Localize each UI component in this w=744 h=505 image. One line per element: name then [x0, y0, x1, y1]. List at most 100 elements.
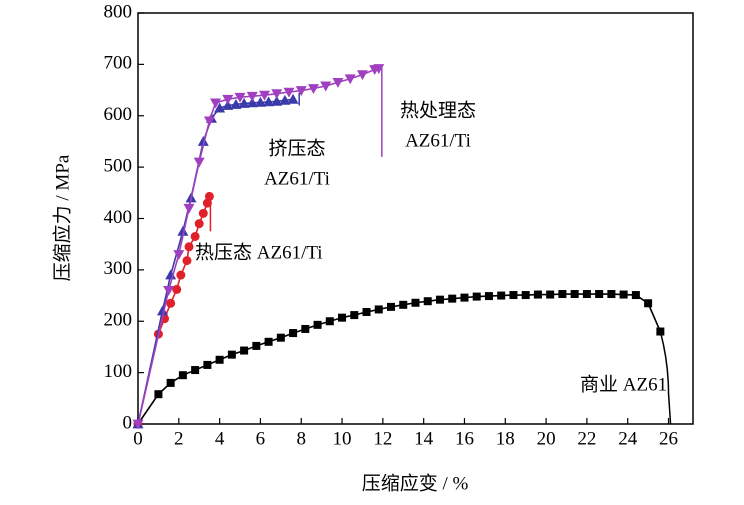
marker [301, 324, 310, 333]
x-tick-label: 8 [296, 428, 306, 449]
marker [182, 256, 192, 266]
marker [276, 333, 285, 342]
marker [423, 297, 432, 306]
annotation: AZ61/Ti [264, 168, 330, 189]
marker [546, 290, 555, 299]
marker [619, 290, 628, 299]
annotation: 热压态 AZ61/Ti [195, 241, 323, 263]
y-tick-label: 600 [104, 104, 133, 125]
x-tick-label: 2 [174, 428, 184, 449]
marker [230, 98, 242, 109]
marker [132, 419, 144, 430]
y-tick-label: 500 [104, 155, 133, 176]
marker [166, 378, 175, 387]
marker [497, 291, 506, 300]
marker [227, 350, 236, 359]
y-tick-label: 100 [104, 361, 133, 382]
marker [472, 292, 481, 301]
marker [279, 94, 291, 105]
marker [238, 97, 250, 108]
marker [332, 77, 344, 88]
marker [222, 99, 234, 110]
annotation: 挤压态 [268, 137, 325, 159]
marker [210, 98, 222, 109]
marker [264, 337, 273, 346]
marker [644, 299, 653, 308]
x-tick-label: 10 [333, 428, 352, 449]
marker [484, 292, 493, 301]
marker [259, 90, 271, 101]
marker [198, 208, 208, 218]
marker [176, 270, 186, 280]
marker [356, 70, 368, 81]
marker [287, 93, 299, 104]
marker [163, 286, 175, 296]
marker [154, 390, 163, 399]
marker [172, 284, 182, 294]
marker [246, 91, 258, 102]
x-tick-label: 20 [537, 428, 556, 449]
marker [435, 295, 444, 304]
marker [177, 225, 189, 236]
marker [387, 302, 396, 311]
marker [350, 311, 359, 320]
marker [246, 97, 258, 108]
x-tick-label: 12 [373, 428, 392, 449]
marker [254, 96, 266, 107]
marker [215, 355, 224, 364]
x-axis-label: 压缩应变 / % [362, 472, 469, 494]
marker [283, 87, 295, 98]
marker [295, 86, 307, 97]
marker [289, 329, 298, 338]
x-tick-label: 26 [659, 428, 678, 449]
marker [197, 135, 209, 146]
marker [214, 102, 226, 113]
marker [193, 157, 205, 168]
marker [448, 294, 457, 303]
marker [203, 360, 212, 369]
marker [173, 250, 185, 260]
y-axis-label: 压缩应力 / MPa [51, 154, 73, 281]
marker [183, 203, 195, 214]
marker [595, 290, 604, 299]
x-tick-label: 6 [256, 428, 266, 449]
marker [184, 242, 194, 252]
marker [344, 74, 356, 85]
marker [234, 92, 246, 103]
y-tick-label: 800 [104, 1, 133, 22]
y-tick-label: 300 [104, 258, 133, 279]
marker [582, 290, 591, 299]
leader [659, 331, 672, 425]
y-tick-label: 400 [104, 207, 133, 228]
marker [320, 81, 332, 92]
x-tick-label: 24 [618, 428, 638, 449]
marker [558, 290, 567, 299]
marker [631, 291, 640, 300]
marker [263, 96, 275, 107]
marker [222, 94, 234, 105]
marker [240, 346, 249, 355]
marker [271, 89, 283, 100]
marker [313, 320, 322, 329]
marker [203, 116, 215, 127]
x-tick-label: 18 [496, 428, 515, 449]
x-tick-label: 4 [215, 428, 225, 449]
marker [325, 317, 334, 326]
marker [570, 290, 579, 299]
marker [607, 290, 616, 299]
marker [191, 366, 200, 375]
marker [521, 291, 530, 300]
marker [204, 191, 214, 201]
marker [509, 291, 518, 300]
marker [156, 305, 168, 316]
marker [362, 308, 371, 317]
marker [165, 269, 177, 280]
marker [374, 305, 383, 314]
annotation: 热处理态 [400, 99, 476, 121]
marker [166, 298, 176, 308]
marker [460, 293, 469, 302]
y-tick-label: 700 [104, 53, 133, 74]
marker [194, 219, 204, 229]
marker [399, 300, 408, 309]
